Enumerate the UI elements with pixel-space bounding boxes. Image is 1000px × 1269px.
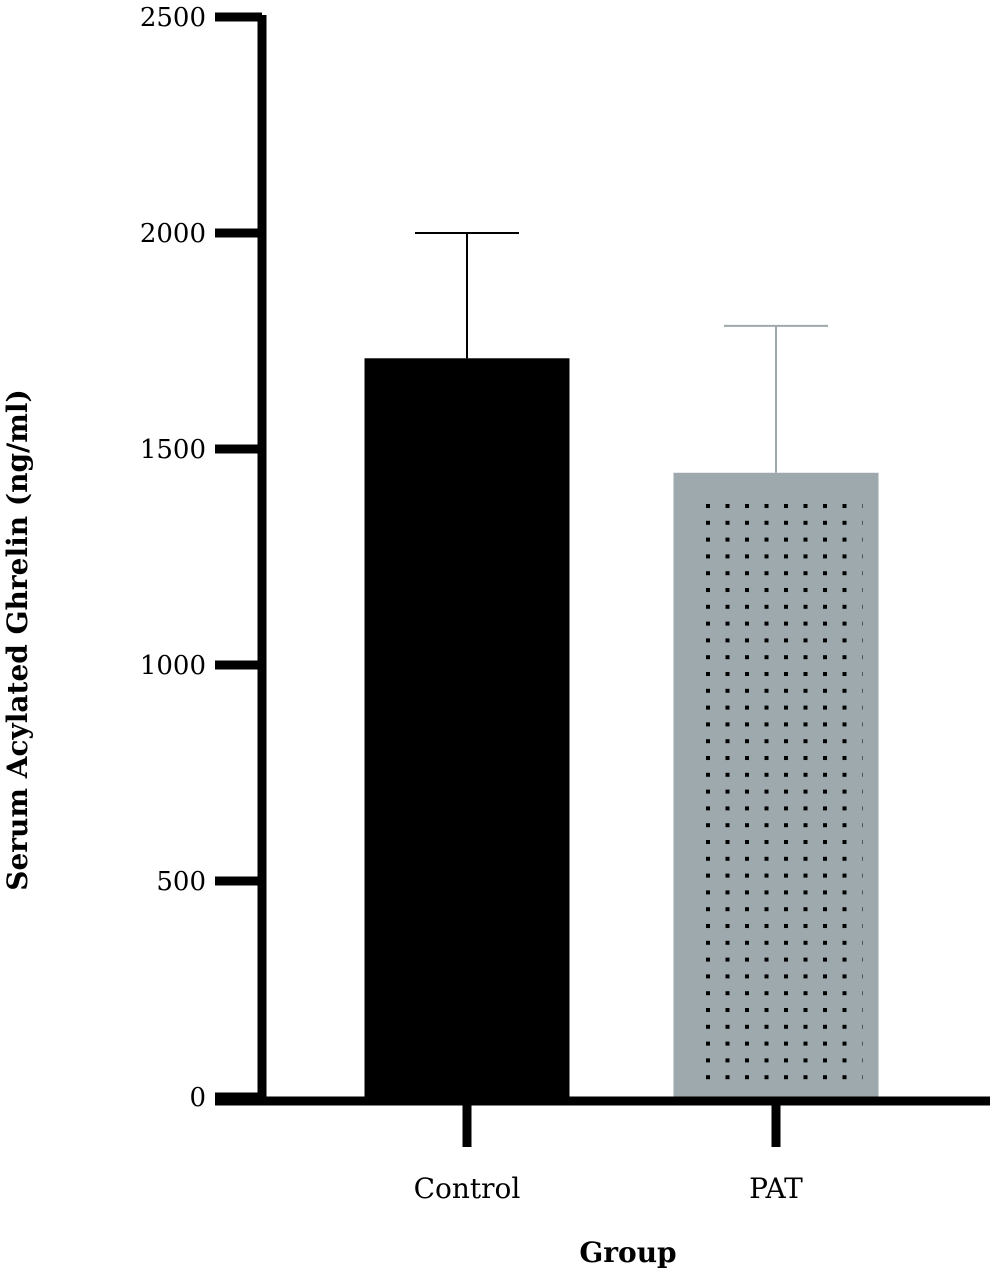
error-bars-layer: [415, 232, 828, 473]
bar-pat-dot-pattern: [701, 500, 863, 1091]
y-tick-label-2000: 2000: [140, 219, 206, 249]
x-ticks-layer: Control PAT: [414, 1103, 803, 1205]
y-axis-title: Serum Acylated Ghrelin (ng/ml): [1, 389, 34, 891]
y-tick-label-2500: 2500: [140, 3, 206, 33]
bar-control: [364, 358, 570, 1097]
y-tick-label-1000: 1000: [140, 651, 206, 681]
x-tick-label-control: Control: [414, 1172, 521, 1205]
bars-layer: [364, 358, 879, 1097]
y-tick-label-500: 500: [156, 867, 206, 897]
y-ticks-layer: 0 500 1000 1500 2000 2500: [140, 3, 262, 1113]
x-axis-title: Group: [579, 1236, 676, 1269]
y-tick-label-1500: 1500: [140, 435, 206, 465]
x-tick-label-pat: PAT: [749, 1172, 803, 1205]
axes-layer: [215, 15, 990, 1106]
y-tick-label-0: 0: [189, 1083, 206, 1113]
